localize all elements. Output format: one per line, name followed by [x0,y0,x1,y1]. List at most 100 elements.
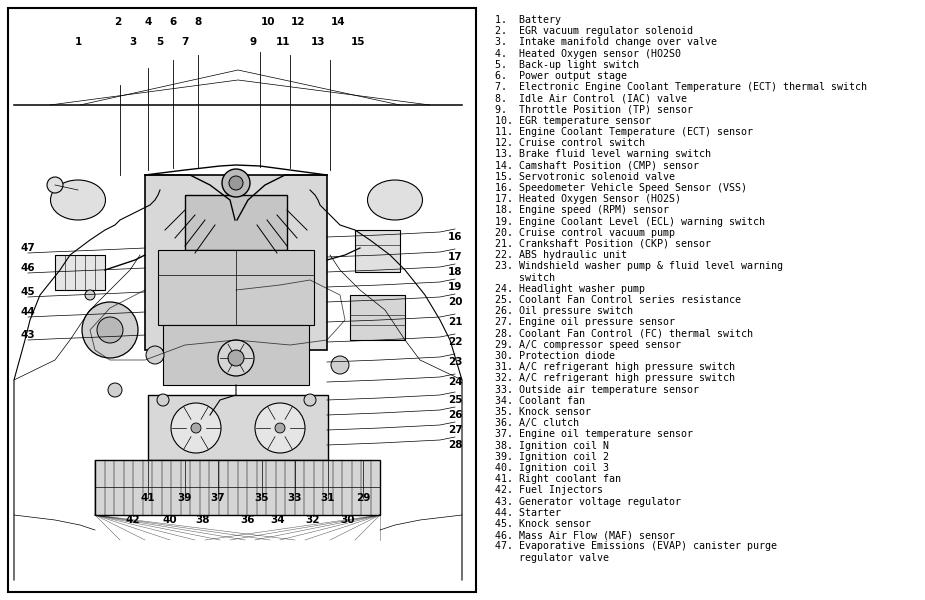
Text: 14: 14 [331,17,345,27]
Text: 10: 10 [261,17,276,27]
Text: switch: switch [495,272,555,283]
Text: 35: 35 [254,493,269,503]
Text: 32: 32 [306,515,320,525]
Text: 11: 11 [276,37,290,47]
Text: 15. Servotronic solenoid valve: 15. Servotronic solenoid valve [495,172,675,182]
Ellipse shape [51,180,105,220]
Text: 17: 17 [448,252,462,262]
Text: 27. Engine oil pressure sensor: 27. Engine oil pressure sensor [495,317,675,328]
Text: 37. Engine oil temperature sensor: 37. Engine oil temperature sensor [495,430,693,439]
Text: 18. Engine speed (RPM) sensor: 18. Engine speed (RPM) sensor [495,205,669,215]
Text: 27: 27 [448,425,462,435]
Text: 6.  Power output stage: 6. Power output stage [495,71,627,81]
Circle shape [222,169,250,197]
Text: 21. Crankshaft Position (CKP) sensor: 21. Crankshaft Position (CKP) sensor [495,239,711,249]
Text: 16. Speedometer Vehicle Speed Sensor (VSS): 16. Speedometer Vehicle Speed Sensor (VS… [495,183,747,193]
Text: 20: 20 [448,297,462,307]
Circle shape [108,383,122,397]
Circle shape [97,317,123,343]
Text: 13. Brake fluid level warning switch: 13. Brake fluid level warning switch [495,149,711,160]
Text: 32. A/C refrigerant high pressure switch: 32. A/C refrigerant high pressure switch [495,373,735,383]
Text: 5.  Back-up light switch: 5. Back-up light switch [495,60,639,70]
Bar [55,255,105,290]
Text: 11. Engine Coolant Temperature (ECT) sensor: 11. Engine Coolant Temperature (ECT) sen… [495,127,753,137]
Text: 26. Oil pressure switch: 26. Oil pressure switch [495,306,633,316]
Bar [350,295,405,340]
Bar [145,175,327,350]
Text: 30. Protection diode: 30. Protection diode [495,351,615,361]
Text: 41: 41 [141,493,155,503]
Text: 46. Mass Air Flow (MAF) sensor: 46. Mass Air Flow (MAF) sensor [495,530,675,540]
Text: 12: 12 [290,17,305,27]
Text: 40: 40 [163,515,178,525]
Text: 9.  Throttle Position (TP) sensor: 9. Throttle Position (TP) sensor [495,104,693,115]
Text: 24. Headlight washer pump: 24. Headlight washer pump [495,284,645,294]
Circle shape [331,356,349,374]
Text: 23: 23 [448,357,462,367]
Text: 3: 3 [130,37,137,47]
Circle shape [218,340,254,376]
Text: 7.  Electronic Engine Coolant Temperature (ECT) thermal switch: 7. Electronic Engine Coolant Temperature… [495,82,867,92]
Circle shape [229,176,243,190]
Text: 28. Coolant Fan Control (FC) thermal switch: 28. Coolant Fan Control (FC) thermal swi… [495,329,753,338]
Text: 31: 31 [321,493,335,503]
Text: 1.  Battery: 1. Battery [495,15,561,25]
Bar [158,250,314,325]
Text: 29: 29 [356,493,370,503]
Text: 40. Ignition coil 3: 40. Ignition coil 3 [495,463,609,473]
Circle shape [304,394,316,406]
Circle shape [228,350,244,366]
Text: 37: 37 [211,493,226,503]
Circle shape [171,403,221,453]
Text: 45. Knock sensor: 45. Knock sensor [495,519,591,529]
Text: 15: 15 [351,37,365,47]
Text: 10. EGR temperature sensor: 10. EGR temperature sensor [495,116,651,126]
Text: 44: 44 [20,307,35,317]
Text: 24: 24 [448,377,462,387]
Text: 35. Knock sensor: 35. Knock sensor [495,407,591,417]
Text: 12. Cruise control switch: 12. Cruise control switch [495,138,645,148]
Text: 25. Coolant Fan Control series resistance: 25. Coolant Fan Control series resistanc… [495,295,741,305]
Bar [8,8,476,592]
Text: 39: 39 [178,493,192,503]
Text: 22. ABS hydraulic unit: 22. ABS hydraulic unit [495,250,627,260]
Bar [148,395,328,460]
Text: 34: 34 [271,515,285,525]
Text: 36. A/C clutch: 36. A/C clutch [495,418,579,428]
Text: 39. Ignition coil 2: 39. Ignition coil 2 [495,452,609,462]
Text: 42: 42 [126,515,141,525]
Text: 9: 9 [250,37,256,47]
Text: 26: 26 [448,410,462,420]
Text: 5: 5 [156,37,164,47]
Ellipse shape [367,180,423,220]
Text: 7: 7 [181,37,189,47]
Text: 34. Coolant fan: 34. Coolant fan [495,396,585,406]
Text: 8.  Idle Air Control (IAC) valve: 8. Idle Air Control (IAC) valve [495,94,687,103]
Circle shape [85,290,95,300]
Circle shape [191,423,201,433]
Circle shape [157,394,169,406]
Text: 38. Ignition coil N: 38. Ignition coil N [495,440,609,451]
Text: 20. Cruise control vacuum pump: 20. Cruise control vacuum pump [495,228,675,238]
Circle shape [275,423,285,433]
Text: 36: 36 [240,515,255,525]
Text: 1: 1 [74,37,81,47]
Text: 14. Camshaft Position (CMP) sensor: 14. Camshaft Position (CMP) sensor [495,161,699,170]
Text: 41. Right coolant fan: 41. Right coolant fan [495,474,621,484]
Bar [163,325,309,385]
Text: 28: 28 [448,440,462,450]
Text: 30: 30 [340,515,355,525]
Text: 16: 16 [448,232,462,242]
Text: 47: 47 [20,243,35,253]
Text: 8: 8 [194,17,202,27]
Text: 4: 4 [144,17,152,27]
Circle shape [82,302,138,358]
Text: 4.  Heated Oxygen sensor (HO2S0: 4. Heated Oxygen sensor (HO2S0 [495,49,681,59]
Text: 42. Fuel Injectors: 42. Fuel Injectors [495,485,603,496]
Circle shape [146,346,164,364]
Text: 13: 13 [311,37,326,47]
Text: regulator valve: regulator valve [495,553,609,563]
Text: 33. Outside air temperature sensor: 33. Outside air temperature sensor [495,385,699,395]
Text: 38: 38 [196,515,210,525]
Text: 45: 45 [20,287,35,297]
